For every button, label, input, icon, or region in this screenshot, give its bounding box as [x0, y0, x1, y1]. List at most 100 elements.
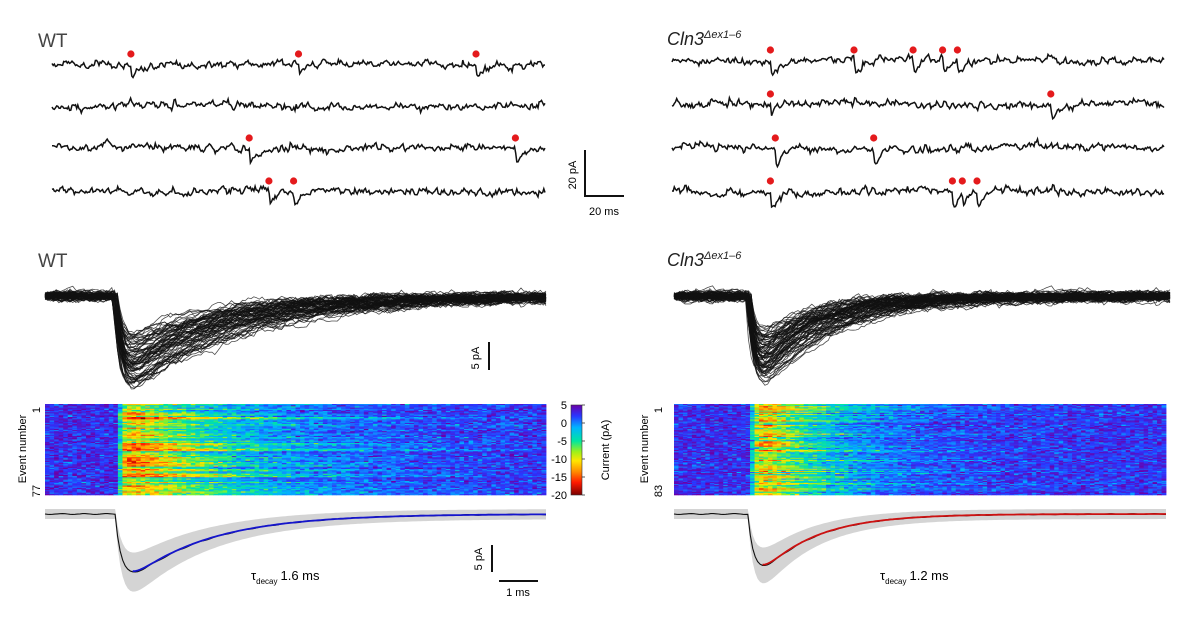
wt-heatmap-cell — [172, 438, 178, 440]
wt-heatmap-cell — [532, 412, 538, 414]
wt-heatmap-cell — [186, 426, 192, 428]
wt-heatmap-cell — [505, 443, 510, 445]
wt-heatmap-cell — [272, 431, 278, 433]
wt-heatmap-cell — [272, 441, 278, 444]
wt-heatmap-cell — [386, 409, 392, 412]
wt-heatmap-cell — [213, 424, 219, 426]
wt-heatmap-cell — [368, 406, 374, 408]
wt-heatmap-cell — [477, 432, 483, 434]
wt-heatmap-cell — [208, 433, 214, 436]
wt-heatmap-cell — [304, 447, 310, 450]
wt-heatmap-cell — [199, 452, 205, 454]
wt-heatmap-cell — [45, 431, 50, 433]
wt-heatmap-cell — [227, 431, 233, 433]
wt-heatmap-cell — [436, 421, 442, 424]
wt-heatmap-cell — [85, 406, 91, 408]
wt-heatmap-cell — [386, 434, 392, 437]
wt-heatmap-cell — [286, 411, 292, 413]
wt-heatmap-cell — [300, 425, 305, 427]
wt-heatmap-cell — [404, 421, 410, 424]
wt-heatmap-cell — [514, 433, 520, 436]
wt-heatmap-cell — [45, 447, 50, 450]
wt-heatmap-cell — [391, 427, 397, 430]
wt-heatmap-cell — [63, 404, 69, 406]
wt-heatmap-cell — [259, 451, 265, 453]
wt-heatmap-cell — [131, 435, 137, 438]
wt-heatmap-cell — [222, 412, 228, 414]
wt-heatmap-cell — [163, 434, 169, 437]
wt-heatmap-cell — [263, 447, 269, 450]
wt-heatmap-cell — [290, 446, 296, 449]
wt-heatmap-cell — [90, 438, 96, 440]
wt-heatmap-cell — [313, 404, 319, 406]
wt-heatmap-cell — [163, 407, 169, 410]
wt-heatmap-cell — [72, 441, 78, 444]
wt-heatmap-cell — [477, 409, 483, 412]
wt-heatmap-cell — [126, 426, 132, 428]
wt-heatmap-cell — [131, 422, 137, 425]
wt-heatmap-cell — [377, 408, 383, 411]
wt-heatmap-cell — [509, 435, 515, 438]
wt-heatmap-cell — [231, 425, 237, 427]
wt-heatmap-cell — [409, 407, 415, 410]
wt-heatmap-cell — [158, 407, 164, 410]
wt-heatmap-cell — [126, 435, 132, 438]
wt-heatmap-cell — [136, 430, 142, 432]
wt-heatmap-cell — [536, 421, 542, 424]
wt-heatmap-cell — [541, 424, 547, 426]
wt-heatmap-cell — [290, 419, 296, 421]
wt-heatmap-cell — [259, 411, 265, 413]
wt-heatmap-cell — [445, 407, 451, 410]
ko-raw-event-marker — [958, 177, 966, 185]
wt-heatmap-cell — [341, 412, 346, 414]
wt-heatmap-cell — [541, 406, 547, 408]
wt-heatmap-cell — [222, 434, 228, 437]
wt-heatmap-cell — [536, 434, 542, 437]
wt-heatmap-cell — [58, 447, 64, 450]
wt-heatmap-cell — [145, 405, 151, 407]
wt-heatmap-cell — [181, 405, 187, 407]
wt-heatmap-cell — [464, 413, 469, 415]
wt-heatmap-cell — [423, 433, 428, 436]
wt-heatmap-cell — [131, 408, 137, 411]
wt-heatmap-cell — [445, 417, 451, 419]
wt-heatmap-cell — [272, 406, 278, 408]
wt-heatmap-cell — [195, 428, 201, 431]
wt-heatmap-cell — [500, 437, 506, 439]
wt-heatmap-cell — [172, 425, 178, 427]
wt-heatmap-cell — [95, 411, 101, 413]
wt-heatmap-cell — [172, 424, 178, 426]
wt-heatmap-cell — [331, 428, 337, 431]
wt-heatmap-cell — [208, 412, 214, 414]
wt-heatmap-cell — [427, 409, 433, 412]
wt-heatmap-cell — [341, 409, 346, 412]
wt-heatmap-cell — [454, 427, 460, 430]
wt-heatmap-cell — [67, 428, 73, 431]
wt-heatmap-cell — [391, 424, 397, 426]
wt-heatmap-cell — [295, 411, 301, 413]
wt-heatmap-cell — [145, 418, 151, 420]
wt-heatmap-cell — [140, 447, 146, 450]
wt-heatmap-cell — [249, 417, 255, 419]
wt-heatmap-cell — [382, 408, 387, 411]
wt-heatmap-cell — [45, 444, 50, 446]
wt-heatmap-cell — [58, 409, 64, 412]
wt-heatmap-cell — [536, 437, 542, 439]
wt-heatmap-cell — [177, 439, 183, 441]
wt-heatmap-cell — [427, 431, 433, 433]
wt-heatmap-cell — [231, 447, 237, 450]
wt-heatmap-cell — [45, 408, 50, 411]
wt-heatmap-cell — [505, 407, 510, 410]
wt-heatmap-cell — [195, 421, 201, 424]
wt-heatmap-cell — [158, 441, 164, 444]
wt-heatmap-cell — [281, 412, 287, 414]
wt-heatmap-cell — [400, 411, 406, 413]
wt-heatmap-cell — [286, 417, 292, 419]
wt-heatmap-cell — [495, 427, 501, 430]
wt-heatmap-cell — [72, 413, 78, 415]
wt-heatmap-cell — [400, 418, 406, 420]
wt-heatmap-cell — [372, 431, 378, 433]
wt-heatmap-cell — [500, 418, 506, 420]
wt-heatmap-cell — [486, 422, 492, 425]
wt-heatmap-cell — [377, 425, 383, 427]
